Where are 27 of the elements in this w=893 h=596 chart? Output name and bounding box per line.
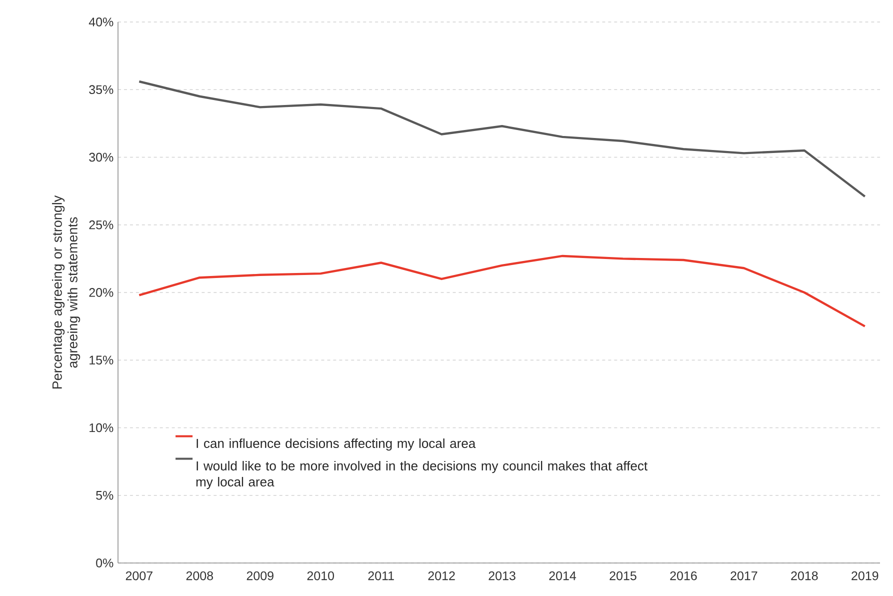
x-tick-label: 2019 xyxy=(852,571,878,580)
y-tick-label: 30% xyxy=(89,152,114,162)
y-axis-title: Percentage agreeing or strongly agreeing with statements xyxy=(52,195,80,389)
x-tick-label: 2012 xyxy=(428,571,455,580)
x-tick-label: 2016 xyxy=(670,571,697,580)
y-tick-label: 10% xyxy=(90,423,114,432)
x-tick-label: 2008 xyxy=(186,571,214,580)
y-tick-label: 0% xyxy=(96,558,114,568)
x-tick-label: 2014 xyxy=(549,571,576,580)
x-tick-label: 2009 xyxy=(246,571,274,580)
x-tick-label: 2013 xyxy=(488,571,516,580)
x-tick-label: 2011 xyxy=(368,571,394,580)
x-tick-label: 2007 xyxy=(126,571,152,580)
line-series xyxy=(138,80,866,198)
x-tick-label: 2018 xyxy=(791,571,818,580)
x-tick-label: 2017 xyxy=(730,571,758,580)
y-tick-label: 25% xyxy=(89,220,114,230)
y-tick-label: 20% xyxy=(89,288,114,297)
line-series xyxy=(138,254,866,328)
x-tick-label: 2010 xyxy=(307,571,334,580)
y-tick-label: 35% xyxy=(89,85,114,94)
legend-label: I would like to be more involved in the decisions my council makes that affect my local area xyxy=(196,460,648,490)
y-tick-label: 40% xyxy=(88,18,114,26)
legend-label: I can influence decisions affecting my local area xyxy=(196,438,476,451)
y-tick-label: 5% xyxy=(96,490,114,500)
x-tick-label: 2015 xyxy=(610,571,636,580)
y-tick-label: 15% xyxy=(90,356,114,365)
